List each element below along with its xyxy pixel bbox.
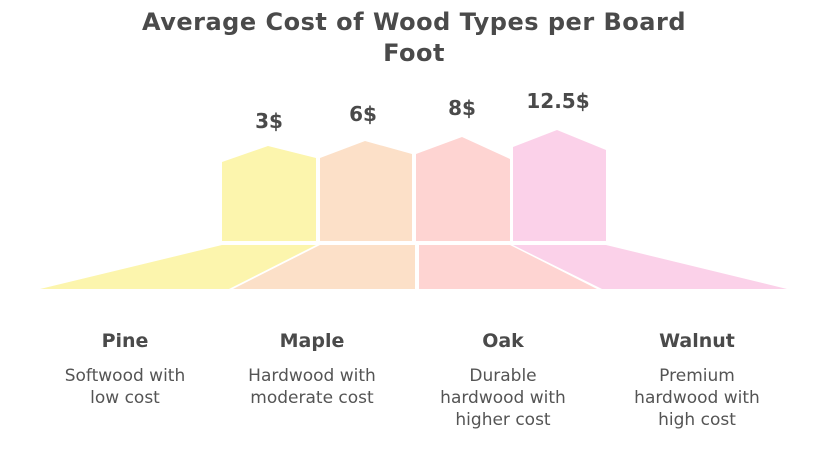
value-label-pine: 3$ <box>255 109 283 133</box>
pine-pentagon <box>222 146 316 241</box>
category-description-pine: Softwood with low cost <box>64 366 186 408</box>
category-shape-oak <box>416 137 597 289</box>
category-name-oak: Oak <box>482 330 524 352</box>
chart-title: Average Cost of Wood Types per Board Foo… <box>0 7 828 69</box>
walnut-pentagon <box>513 130 606 241</box>
chart-title-line-1: Average Cost of Wood Types per Board <box>141 8 687 36</box>
category-shape-maple <box>233 141 415 289</box>
walnut-base-fan <box>513 245 787 289</box>
maple-pentagon <box>320 141 412 241</box>
category-name-pine: Pine <box>101 330 149 352</box>
category-name-maple: Maple <box>279 330 345 352</box>
category-description-maple: Hardwood with moderate cost <box>248 366 376 408</box>
value-label-oak: 8$ <box>448 96 476 120</box>
oak-pentagon <box>416 137 510 241</box>
value-label-walnut: 12.5$ <box>526 89 590 113</box>
category-description-walnut: Premium hardwood with high cost <box>634 366 760 430</box>
maple-base-fan <box>233 245 415 289</box>
category-description-oak: Durable hardwood with higher cost <box>440 366 566 430</box>
value-label-maple: 6$ <box>349 102 377 126</box>
pine-base-fan <box>40 245 316 289</box>
oak-base-fan <box>419 245 597 289</box>
category-name-walnut: Walnut <box>659 330 735 352</box>
chart-title-line-2: Foot <box>383 39 445 67</box>
category-shape-pine <box>40 146 316 289</box>
category-shape-walnut <box>513 130 787 289</box>
